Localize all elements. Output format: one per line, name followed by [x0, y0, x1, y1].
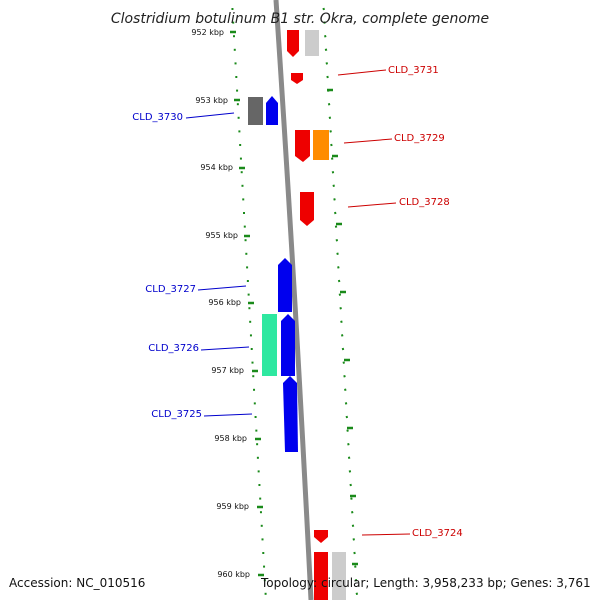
rail-dot-right [344, 402, 348, 405]
rail-dot-right [341, 347, 345, 351]
rail-dot-right [348, 470, 352, 473]
tick-label-956: 956 kbp [208, 298, 241, 307]
gene-arrow-red[interactable] [291, 73, 303, 84]
gene-arrow-red[interactable] [295, 130, 310, 162]
rail-dot-right [326, 75, 329, 79]
tick-label-955: 955 kbp [205, 231, 238, 240]
rail-dot-right [337, 279, 341, 283]
gene-block-red[interactable] [314, 552, 328, 600]
gene-label-cld-3731[interactable]: CLD_3731 [388, 65, 439, 76]
tick-label-954: 954 kbp [200, 163, 233, 172]
gene-block-orange[interactable] [313, 130, 329, 160]
gene-label-cld-3724[interactable]: CLD_3724 [412, 528, 463, 539]
rail-dot-right [337, 266, 340, 269]
gene-label-cld-3730[interactable]: CLD_3730 [132, 112, 183, 123]
rail-dot-right [330, 143, 333, 147]
coordinate-dots [231, 7, 359, 596]
rail-dot-right [355, 592, 359, 596]
gene-arrow-red[interactable] [314, 530, 328, 543]
rail-dot-right [340, 334, 344, 337]
coordinate-ticks [230, 30, 358, 577]
gene-block-grey[interactable] [248, 97, 263, 125]
gene-arrow-blue[interactable] [281, 314, 295, 376]
gene-arrow-blue[interactable] [283, 376, 298, 452]
rail-dot-right [353, 551, 356, 555]
rail-dot-right [350, 497, 353, 500]
topology-text: Topology: circular; Length: 3,958,233 bp… [260, 576, 591, 590]
rail-dot-right [350, 510, 354, 514]
gene-block-light[interactable] [332, 552, 346, 600]
tick-label-953: 953 kbp [195, 96, 228, 105]
rail-dot-right [345, 415, 349, 419]
rail-dot-right [346, 429, 349, 432]
genome-title: Clostridium botulinum B1 str. Okra, comp… [111, 11, 489, 27]
label-leaders [185, 69, 411, 536]
rail-dot-right [322, 7, 325, 11]
gene-arrow-blue[interactable] [278, 258, 292, 312]
genome-backbone [273, 0, 314, 600]
rail-dot-right [324, 48, 328, 52]
tick-label-957: 957 kbp [211, 366, 244, 375]
tick-label-952: 952 kbp [191, 28, 224, 37]
gene-features [248, 30, 346, 600]
gene-arrow-blue[interactable] [266, 96, 278, 125]
gene-arrow-red[interactable] [287, 30, 299, 57]
rail-dot-right [336, 252, 339, 256]
rail-dot-right [335, 238, 339, 242]
rail-dot-right [352, 538, 355, 541]
rail-dot-right [343, 374, 346, 378]
rail-dot-right [334, 225, 338, 228]
rail-dot-right [349, 483, 352, 487]
rail-dot-right [328, 116, 332, 120]
tick-label-959: 959 kbp [216, 502, 249, 511]
rail-dot-right [323, 21, 326, 24]
gene-label-cld-3729[interactable]: CLD_3729 [394, 133, 445, 144]
gene-label-cld-3728[interactable]: CLD_3728 [399, 197, 450, 208]
rail-dot-right [330, 157, 334, 160]
rail-dot-right [342, 361, 345, 364]
rail-dot-right [344, 388, 347, 392]
rail-dot-right [340, 320, 343, 324]
rail-dot-right [347, 442, 350, 446]
rail-dot-right [354, 565, 357, 568]
rail-dot-right [351, 524, 355, 528]
rail-dot-right [338, 293, 342, 296]
gene-arrow-red[interactable] [300, 192, 314, 226]
rail-dot-right [324, 34, 327, 38]
tick-label-960: 960 kbp [217, 570, 250, 579]
accession-text: Accession: NC_010516 [9, 576, 145, 590]
gene-label-cld-3727[interactable]: CLD_3727 [145, 284, 196, 295]
rail-dot-right [347, 456, 351, 460]
rail-dot-right [354, 578, 358, 582]
rail-dot-right [327, 102, 331, 106]
gene-block-light[interactable] [305, 30, 319, 56]
gene-label-cld-3725[interactable]: CLD_3725 [151, 409, 202, 420]
rail-dot-right [332, 184, 335, 188]
tick-label-958: 958 kbp [214, 434, 247, 443]
rail-dot-right [331, 170, 335, 174]
rail-dot-right [325, 62, 329, 65]
rail-dot-right [333, 198, 336, 201]
gene-block-green[interactable] [262, 314, 277, 376]
rail-dot-right [334, 211, 337, 215]
gene-label-cld-3726[interactable]: CLD_3726 [148, 343, 199, 354]
rail-dot-right [339, 306, 342, 310]
rail-dot-right [329, 130, 332, 133]
